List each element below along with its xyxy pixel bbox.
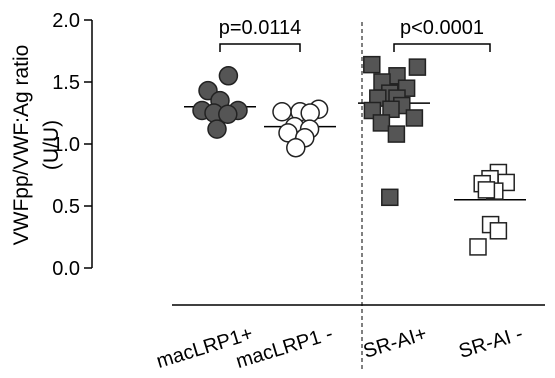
y-axis-title-line2: (U/U): [40, 120, 63, 170]
data-point-square: [477, 181, 496, 199]
category-labels: macLRP1+macLRP1 - SR-AI+ SR-AI -: [154, 323, 526, 373]
y-axis-title: VWFpp/VWF:Ag ratio (U/U): [10, 45, 63, 246]
data-point-square: [381, 188, 399, 207]
data-point-circle: [286, 137, 306, 158]
data-point-circle: [218, 104, 238, 124]
category-label: SR-AI -: [456, 323, 525, 363]
y-axis-title-line1: VWFpp/VWF:Ag ratio: [10, 45, 33, 246]
significance-bracket: [393, 43, 491, 52]
data-point-square: [469, 238, 487, 256]
data-point-square: [405, 109, 424, 127]
data-point-square: [387, 125, 406, 143]
significance-brackets: p=0.0114 p<0.0001: [219, 17, 491, 52]
data-point-square: [382, 100, 400, 119]
data-point-circle: [207, 119, 227, 139]
y-tick-label: 0.5: [52, 196, 80, 218]
y-tick-label: 0.0: [52, 258, 80, 280]
data-point-square: [363, 55, 381, 74]
category-label: SR-AI+: [361, 323, 430, 363]
data-point-square: [372, 114, 391, 132]
p-value-label: p=0.0114: [219, 17, 302, 39]
data-point-circle: [218, 66, 239, 86]
y-tick-label: 1.5: [52, 72, 80, 94]
data-point-square: [408, 58, 427, 76]
data-point-circle: [272, 102, 292, 122]
y-tick-label: 1.0: [52, 134, 80, 156]
p-value-label: p<0.0001: [400, 17, 484, 39]
data-points: [192, 55, 515, 256]
significance-bracket: [219, 43, 301, 52]
data-point-square: [489, 222, 508, 240]
y-tick-label: 2.0: [52, 10, 80, 32]
data-point-circle: [300, 103, 320, 123]
y-axis: 0.0 0.5 1.0 1.5 2.0: [52, 10, 93, 280]
